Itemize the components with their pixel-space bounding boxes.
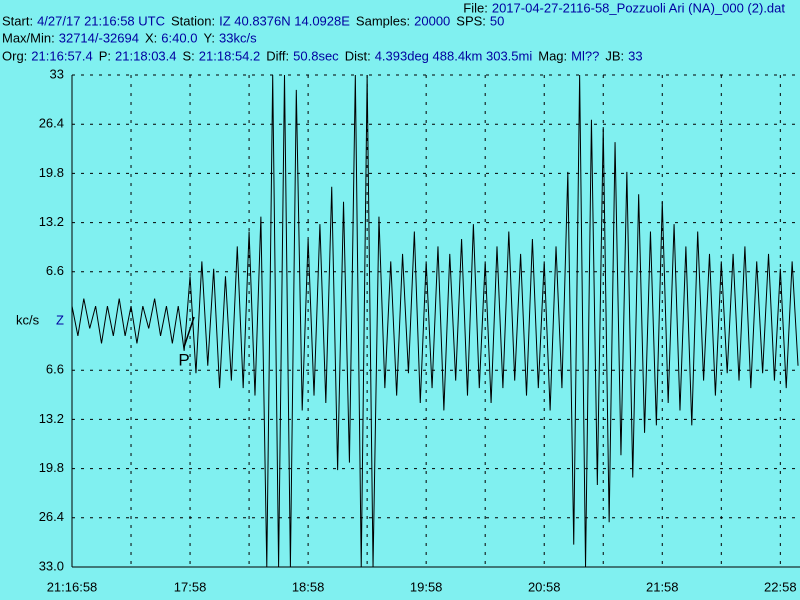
header-label: X: — [145, 30, 157, 45]
y-tick-label: 19.8 — [39, 165, 64, 180]
header-value: 32714/-32694 — [59, 30, 139, 45]
p-marker-line — [183, 316, 195, 348]
header-value: 21:18:03.4 — [115, 48, 176, 63]
x-tick-label: 21:58 — [646, 579, 679, 594]
header-label: Max/Min: — [2, 30, 55, 45]
header-value: 21:18:54.2 — [199, 48, 260, 63]
y-tick-label: 13.2 — [39, 214, 64, 229]
header-value: 20000 — [414, 13, 450, 28]
y-tick-label: 6.6 — [46, 362, 64, 377]
header-label: Mag: — [538, 48, 567, 63]
header-label: Diff: — [266, 48, 289, 63]
header-label: Y: — [203, 30, 215, 45]
y-tick-label: 6.6 — [46, 263, 64, 278]
header-value: 33 — [628, 48, 642, 63]
y-tick-label: 33 — [50, 66, 64, 81]
file-label: File: — [463, 0, 488, 15]
header-value: 4.393deg 488.4km 303.5mi — [375, 48, 533, 63]
x-tick-label: 22:58 — [764, 579, 797, 594]
header-label: SPS: — [456, 13, 486, 28]
header-value: 50.8sec — [293, 48, 339, 63]
header-label: Start: — [2, 13, 33, 28]
header-label: JB: — [605, 48, 624, 63]
header-value: 6:40.0 — [161, 30, 197, 45]
file-value: 2017-04-27-2116-58_Pozzuoli Ari (NA)_000… — [492, 0, 786, 15]
waveform — [71, 74, 799, 568]
header-label: P: — [99, 48, 111, 63]
x-tick-label: 17:58 — [174, 579, 207, 594]
y-axis-label: kc/s — [16, 312, 40, 327]
header-value: Ml?? — [571, 48, 599, 63]
y-tick-label: 26.4 — [39, 509, 64, 524]
channel-label: Z — [56, 312, 64, 327]
header-value: 50 — [490, 13, 504, 28]
p-marker-label: P — [178, 350, 189, 369]
header-label: S: — [183, 48, 195, 63]
y-tick-label: 13.2 — [39, 411, 64, 426]
y-tick-label: 19.8 — [39, 460, 64, 475]
header-value: 21:16:57.4 — [31, 48, 92, 63]
x-tick-label: 19:58 — [410, 579, 443, 594]
y-tick-label: 33.0 — [39, 558, 64, 573]
header-value: 33kc/s — [219, 30, 257, 45]
x-tick-label: 18:58 — [292, 579, 325, 594]
x-tick-label: 21:16:58 — [47, 579, 98, 594]
header-value: IZ 40.8376N 14.0928E — [219, 13, 350, 28]
header-label: Dist: — [345, 48, 371, 63]
header-label: Station: — [171, 13, 215, 28]
header-label: Org: — [2, 48, 27, 63]
header-value: 4/27/17 21:16:58 UTC — [37, 13, 165, 28]
header-label: Samples: — [356, 13, 410, 28]
x-tick-label: 20:58 — [528, 579, 561, 594]
y-tick-label: 26.4 — [39, 116, 64, 131]
